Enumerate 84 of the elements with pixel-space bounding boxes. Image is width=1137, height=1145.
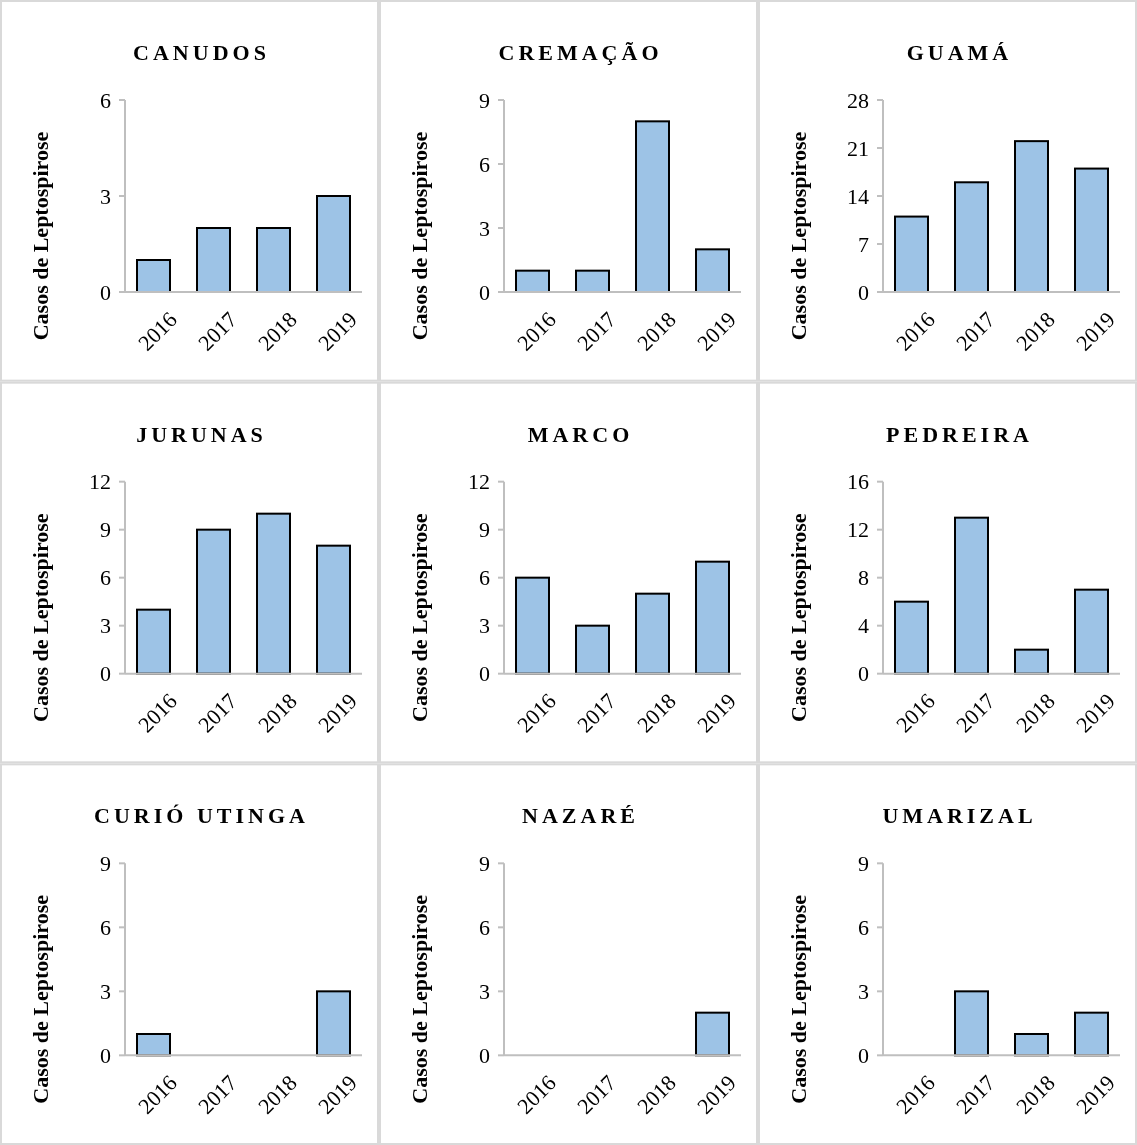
- y-tick-label: 3: [858, 979, 869, 1005]
- y-tick-label: 12: [847, 517, 869, 543]
- y-tick-label: 6: [479, 915, 490, 941]
- y-tick-label: 12: [89, 469, 111, 495]
- y-tick-label: 0: [100, 1043, 111, 1069]
- y-tick-label: 3: [100, 613, 111, 639]
- y-tick-label: 4: [858, 613, 869, 639]
- chart-title: NAZARÉ: [522, 803, 639, 829]
- y-axis-title: Casos de Leptospirose: [28, 131, 53, 341]
- y-tick-label: 3: [100, 183, 111, 209]
- y-axis-title: Casos de Leptospirose: [407, 131, 432, 341]
- y-axis-title: Casos de Leptospirose: [407, 513, 432, 722]
- y-tick-label: 6: [100, 87, 111, 113]
- y-tick-label: 6: [100, 915, 111, 941]
- y-tick-label: 3: [479, 979, 490, 1005]
- bar: [575, 269, 610, 293]
- y-tick-label: 0: [479, 1043, 490, 1069]
- y-tick-label: 12: [468, 469, 490, 495]
- bar: [256, 512, 291, 675]
- y-tick-label: 0: [858, 279, 869, 305]
- chart-title: UMARIZAL: [882, 803, 1037, 829]
- chart-title: PEDREIRA: [886, 421, 1033, 447]
- bar: [256, 227, 291, 293]
- bar: [316, 544, 351, 675]
- y-tick-label: 6: [479, 151, 490, 177]
- chart-title: CANUDOS: [133, 40, 270, 65]
- y-tick-label: 3: [479, 215, 490, 241]
- bar: [695, 248, 730, 293]
- y-tick-label: 3: [100, 979, 111, 1005]
- bar: [954, 990, 989, 1057]
- y-axis-title: Casos de Leptospirose: [28, 894, 53, 1104]
- bar: [1074, 167, 1109, 293]
- bar: [894, 600, 929, 675]
- bar: [515, 576, 550, 675]
- y-tick-label: 28: [847, 87, 869, 113]
- bar: [575, 624, 610, 675]
- chart-title: MARCO: [527, 421, 634, 447]
- bar: [515, 269, 550, 293]
- bar: [954, 181, 989, 293]
- bar: [635, 592, 670, 675]
- y-tick-label: 9: [479, 517, 490, 543]
- y-tick-label: 9: [100, 517, 111, 543]
- chart-title: CURIÓ UTINGA: [94, 803, 309, 829]
- y-tick-label: 9: [100, 851, 111, 877]
- bar: [695, 560, 730, 675]
- bar: [1074, 1011, 1109, 1057]
- bar: [196, 227, 231, 293]
- chart-title: CREMAÇÃO: [498, 40, 663, 65]
- y-axis-title: Casos de Leptospirose: [786, 131, 811, 341]
- y-tick-label: 6: [479, 565, 490, 591]
- bar: [954, 516, 989, 675]
- bar: [894, 215, 929, 293]
- y-tick-label: 6: [100, 565, 111, 591]
- y-axis-title: Casos de Leptospirose: [786, 894, 811, 1104]
- y-tick-label: 0: [858, 661, 869, 687]
- y-axis-title: Casos de Leptospirose: [28, 513, 53, 722]
- y-tick-label: 0: [100, 661, 111, 687]
- y-tick-label: 9: [858, 851, 869, 877]
- bar: [136, 259, 171, 293]
- bar: [1074, 588, 1109, 675]
- y-tick-label: 16: [847, 469, 869, 495]
- bar: [1014, 1033, 1049, 1057]
- chart-title: GUAMÁ: [906, 40, 1013, 65]
- bar: [316, 195, 351, 293]
- y-axis-title: Casos de Leptospirose: [786, 513, 811, 722]
- bar: [136, 608, 171, 675]
- y-tick-label: 0: [858, 1043, 869, 1069]
- y-tick-label: 3: [479, 613, 490, 639]
- y-tick-label: 21: [847, 135, 869, 161]
- y-tick-label: 8: [858, 565, 869, 591]
- bar: [1014, 648, 1049, 675]
- y-tick-label: 7: [858, 231, 869, 257]
- y-tick-label: 6: [858, 915, 869, 941]
- y-tick-label: 0: [479, 661, 490, 687]
- y-tick-label: 9: [479, 87, 490, 113]
- bar: [1014, 140, 1049, 293]
- y-tick-label: 14: [847, 183, 869, 209]
- bar: [635, 120, 670, 293]
- chart-title: JURUNAS: [136, 421, 267, 447]
- bar: [196, 528, 231, 675]
- y-tick-label: 9: [479, 851, 490, 877]
- y-axis-title: Casos de Leptospirose: [407, 894, 432, 1104]
- y-tick-label: 0: [100, 279, 111, 305]
- y-tick-label: 0: [479, 279, 490, 305]
